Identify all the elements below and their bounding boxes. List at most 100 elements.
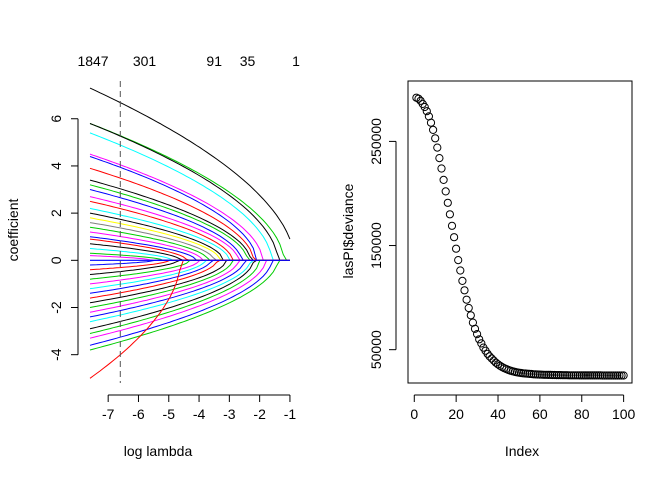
left-y-tick-label: -2 xyxy=(48,301,64,314)
deviance-point xyxy=(422,107,431,116)
deviance-point xyxy=(567,371,576,380)
deviance-point xyxy=(611,371,620,380)
coefficient-path-3 xyxy=(89,123,290,261)
deviance-point xyxy=(462,295,471,304)
deviance-point xyxy=(441,187,450,196)
deviance-point xyxy=(540,370,549,379)
coefficient-path-5 xyxy=(89,153,290,261)
right-y-tick-label: 150000 xyxy=(368,222,384,269)
right-plot-frame xyxy=(407,80,633,384)
deviance-point xyxy=(565,371,574,380)
right-x-tick-label: 0 xyxy=(410,406,418,422)
left-top-tick-label: 1 xyxy=(292,53,300,69)
right-x-tick-label: 80 xyxy=(574,406,590,422)
left-top-tick-label: 35 xyxy=(240,53,256,69)
deviance-point xyxy=(464,303,473,313)
deviance-point xyxy=(615,371,624,380)
deviance-point xyxy=(452,244,461,253)
deviance-point xyxy=(586,371,595,380)
left-x-tick-label: -1 xyxy=(284,406,297,422)
left-top-tick-label: 91 xyxy=(206,53,222,69)
right-x-tick-label: 60 xyxy=(532,406,548,422)
deviance-points xyxy=(412,93,628,380)
deviance-point xyxy=(558,371,568,380)
right-y-tick-label: 50000 xyxy=(368,330,384,369)
deviance-point xyxy=(456,266,465,275)
deviance-point xyxy=(443,198,452,207)
right-y-axis: 50000 150000 250000 xyxy=(368,118,397,369)
deviance-point xyxy=(571,371,580,380)
deviance-point xyxy=(420,102,429,112)
deviance-point xyxy=(604,371,614,380)
coefficient-path-4 xyxy=(89,132,290,261)
deviance-point xyxy=(439,175,448,184)
left-x-axis: -7 -6 -5 -4 -3 -2 -1 xyxy=(102,394,297,422)
left-y-tick-label: -4 xyxy=(48,348,64,361)
left-x-tick-label: -3 xyxy=(223,406,236,422)
coefficient-path-panel: -7 -6 -5 -4 -3 -2 -1 -4 -2 0 2 4 6 1847 301 91 35 1 log… xyxy=(5,53,300,459)
deviance-point xyxy=(600,371,609,380)
coefficient-path-39 xyxy=(89,259,290,334)
left-x-tick-label: -4 xyxy=(193,406,206,422)
deviance-point xyxy=(609,371,618,380)
left-top-tick-label: 301 xyxy=(133,53,157,69)
deviance-point xyxy=(598,371,607,380)
deviance-point xyxy=(581,371,591,380)
deviance-point xyxy=(588,371,597,380)
deviance-point xyxy=(483,349,492,358)
deviance-point xyxy=(458,276,467,285)
deviance-point xyxy=(552,371,561,380)
left-y-tick-label: 4 xyxy=(48,162,64,170)
deviance-point xyxy=(426,118,436,127)
deviance-point xyxy=(445,210,454,219)
deviance-point xyxy=(583,371,593,380)
left-x-axis-title: log lambda xyxy=(124,443,193,459)
right-x-tick-label: 20 xyxy=(448,406,464,422)
coefficient-paths xyxy=(89,87,291,379)
deviance-point xyxy=(617,371,626,380)
deviance-point xyxy=(477,339,486,348)
deviance-point xyxy=(487,354,496,363)
deviance-point xyxy=(414,94,423,103)
coefficient-path-1 xyxy=(89,87,291,240)
deviance-point xyxy=(575,371,584,380)
deviance-point xyxy=(433,143,442,152)
deviance-point xyxy=(560,371,570,380)
deviance-point xyxy=(429,125,438,134)
deviance-point xyxy=(592,371,601,380)
deviance-scatter-panel: 0 20 40 60 80 100 50000 150000 250000 Index las… xyxy=(340,80,636,459)
right-x-axis: 0 20 40 60 80 100 xyxy=(410,394,636,422)
deviance-point xyxy=(437,164,446,173)
deviance-point xyxy=(544,370,553,379)
deviance-point xyxy=(450,233,459,242)
left-x-tick-label: -7 xyxy=(102,406,115,422)
deviance-point xyxy=(594,371,603,380)
deviance-point xyxy=(470,324,480,333)
right-x-tick-label: 40 xyxy=(490,406,506,422)
deviance-point xyxy=(554,371,563,380)
deviance-point xyxy=(577,371,586,380)
deviance-point xyxy=(466,311,475,320)
deviance-point xyxy=(454,256,463,265)
right-x-tick-label: 100 xyxy=(612,406,636,422)
deviance-point xyxy=(602,371,612,380)
deviance-point xyxy=(579,371,589,380)
deviance-point xyxy=(613,371,622,380)
deviance-point xyxy=(475,335,484,344)
left-x-tick-label: -6 xyxy=(132,406,145,422)
right-y-tick-label: 250000 xyxy=(368,118,384,165)
left-x-tick-label: -5 xyxy=(163,406,176,422)
deviance-point xyxy=(548,370,557,380)
deviance-point xyxy=(496,361,505,370)
right-x-axis-title: Index xyxy=(505,443,539,459)
left-y-axis: -4 -2 0 2 4 6 xyxy=(48,115,79,361)
deviance-point xyxy=(485,352,494,361)
right-y-axis-title: lasPI$deviance xyxy=(340,183,356,278)
deviance-point xyxy=(447,221,457,230)
deviance-point xyxy=(460,286,469,295)
deviance-point xyxy=(569,371,578,380)
left-y-tick-label: 2 xyxy=(48,209,64,217)
left-x-tick-label: -2 xyxy=(253,406,266,422)
deviance-point xyxy=(493,360,503,369)
